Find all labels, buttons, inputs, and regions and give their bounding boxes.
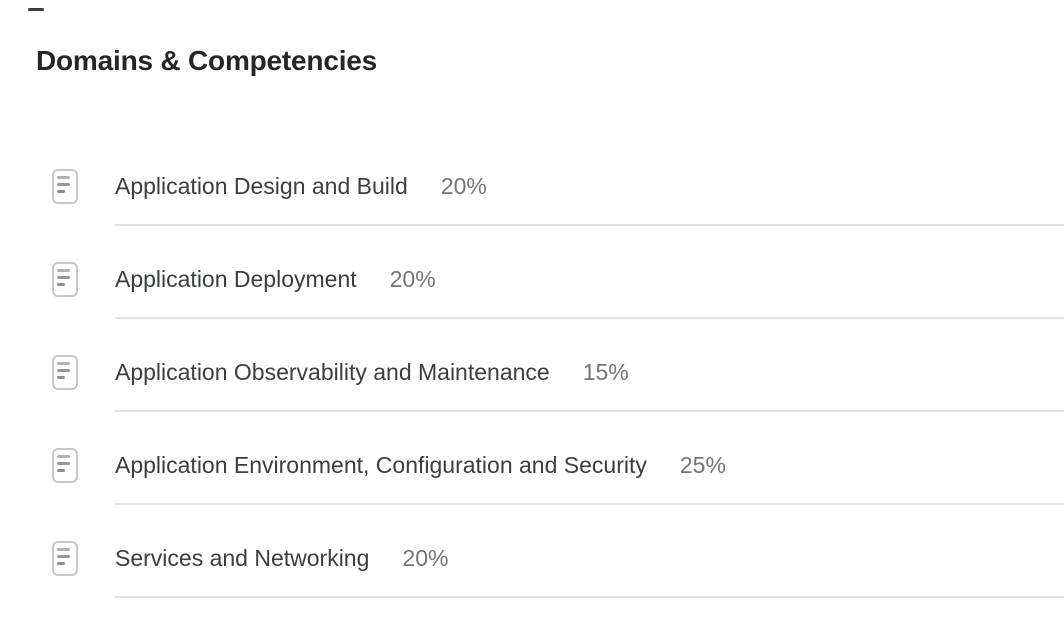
row-divider [115, 596, 1064, 598]
row-divider [115, 503, 1064, 505]
document-icon [52, 540, 78, 576]
domain-name: Services and Networking [115, 544, 370, 571]
domain-row-services-and-networking[interactable]: Services and Networking 20% [0, 505, 1064, 598]
domain-name: Application Environment, Configuration a… [115, 451, 647, 478]
row-divider [115, 224, 1064, 226]
row-divider [115, 317, 1064, 319]
domain-weight: 20% [402, 544, 449, 571]
document-icon [52, 168, 78, 204]
domain-name: Application Design and Build [115, 172, 408, 199]
domain-row-application-design-and-build[interactable]: Application Design and Build 20% [0, 133, 1064, 226]
document-icon [52, 261, 78, 297]
domain-weight: 20% [440, 172, 487, 199]
domain-weight: 20% [389, 265, 436, 292]
document-icon [52, 447, 78, 483]
domains-list: Application Design and Build 20% Applica… [0, 133, 1064, 598]
domain-weight: 25% [679, 451, 726, 478]
domain-name: Application Deployment [115, 265, 357, 292]
domain-row-application-observability-and-maintenance[interactable]: Application Observability and Maintenanc… [0, 319, 1064, 412]
domain-row-application-environment-configuration-and-security[interactable]: Application Environment, Configuration a… [0, 412, 1064, 505]
row-divider [115, 410, 1064, 412]
page-title: Domains & Competencies [36, 45, 378, 76]
document-icon [52, 354, 78, 390]
top-left-dash [28, 8, 44, 11]
domain-row-application-deployment[interactable]: Application Deployment 20% [0, 226, 1064, 319]
domain-name: Application Observability and Maintenanc… [115, 358, 550, 385]
domain-weight: 15% [582, 358, 629, 385]
